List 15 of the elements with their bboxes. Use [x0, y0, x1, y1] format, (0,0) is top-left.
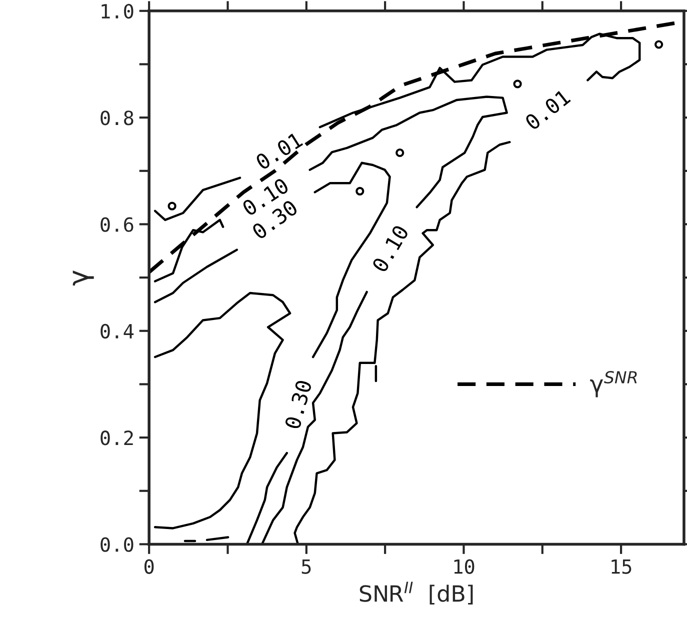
annotation: 0.30: [284, 380, 312, 430]
y-tick-label: 1.0: [102, 4, 134, 19]
y-tick-label: 0.6: [100, 217, 134, 232]
y-axis-title: γ: [72, 270, 94, 286]
x-axis-title: SNR$^{II}$ [dB]: [360, 582, 473, 605]
x-tick-label: 0: [144, 559, 154, 574]
text: γ$^{SNR}$: [590, 370, 637, 398]
x-tick-label: 15: [612, 559, 632, 574]
y-tick-label: 0.4: [100, 324, 134, 339]
y-tick-label: 0.0: [100, 537, 134, 552]
y-tick-label: 0.2: [100, 430, 133, 446]
annotation: 0.01: [254, 132, 304, 170]
x-tick-label: 5: [302, 559, 311, 574]
y-tick-label: 0.8: [100, 110, 134, 126]
x-tick-label: 10: [454, 559, 474, 574]
